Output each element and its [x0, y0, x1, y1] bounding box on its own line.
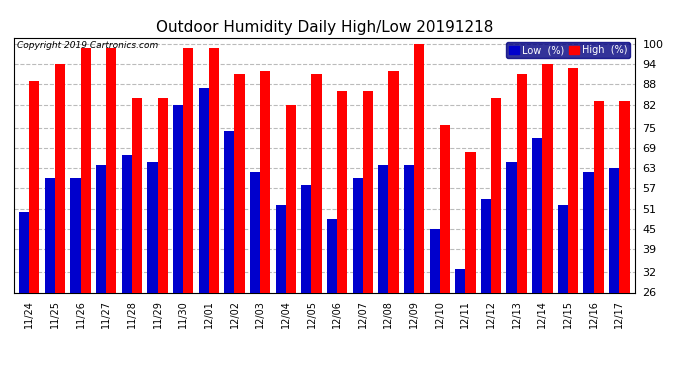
Bar: [404, 165, 414, 292]
Bar: [106, 48, 117, 292]
Bar: [620, 101, 630, 292]
Bar: [609, 168, 620, 292]
Bar: [96, 165, 106, 292]
Bar: [121, 155, 132, 292]
Bar: [455, 269, 466, 292]
Bar: [466, 152, 475, 292]
Bar: [209, 48, 219, 292]
Bar: [481, 198, 491, 292]
Bar: [517, 74, 527, 292]
Bar: [311, 74, 322, 292]
Bar: [19, 212, 29, 292]
Bar: [70, 178, 81, 292]
Bar: [260, 71, 270, 292]
Bar: [235, 74, 245, 292]
Bar: [81, 48, 91, 292]
Title: Outdoor Humidity Daily High/Low 20191218: Outdoor Humidity Daily High/Low 20191218: [156, 20, 493, 35]
Legend: Low  (%), High  (%): Low (%), High (%): [506, 42, 630, 58]
Bar: [183, 48, 193, 292]
Bar: [440, 125, 450, 292]
Bar: [45, 178, 55, 292]
Bar: [506, 162, 517, 292]
Bar: [55, 64, 65, 292]
Bar: [224, 132, 235, 292]
Bar: [584, 172, 593, 292]
Text: Copyright 2019 Cartronics.com: Copyright 2019 Cartronics.com: [17, 41, 158, 50]
Bar: [327, 219, 337, 292]
Bar: [302, 185, 311, 292]
Bar: [250, 172, 260, 292]
Bar: [147, 162, 157, 292]
Bar: [491, 98, 502, 292]
Bar: [275, 205, 286, 292]
Bar: [388, 71, 399, 292]
Bar: [558, 205, 568, 292]
Bar: [414, 44, 424, 292]
Bar: [157, 98, 168, 292]
Bar: [173, 105, 183, 292]
Bar: [132, 98, 142, 292]
Bar: [286, 105, 296, 292]
Bar: [353, 178, 363, 292]
Bar: [593, 101, 604, 292]
Bar: [337, 91, 347, 292]
Bar: [199, 88, 209, 292]
Bar: [429, 229, 440, 292]
Bar: [542, 64, 553, 292]
Bar: [532, 138, 542, 292]
Bar: [29, 81, 39, 292]
Bar: [568, 68, 578, 292]
Bar: [363, 91, 373, 292]
Bar: [378, 165, 388, 292]
